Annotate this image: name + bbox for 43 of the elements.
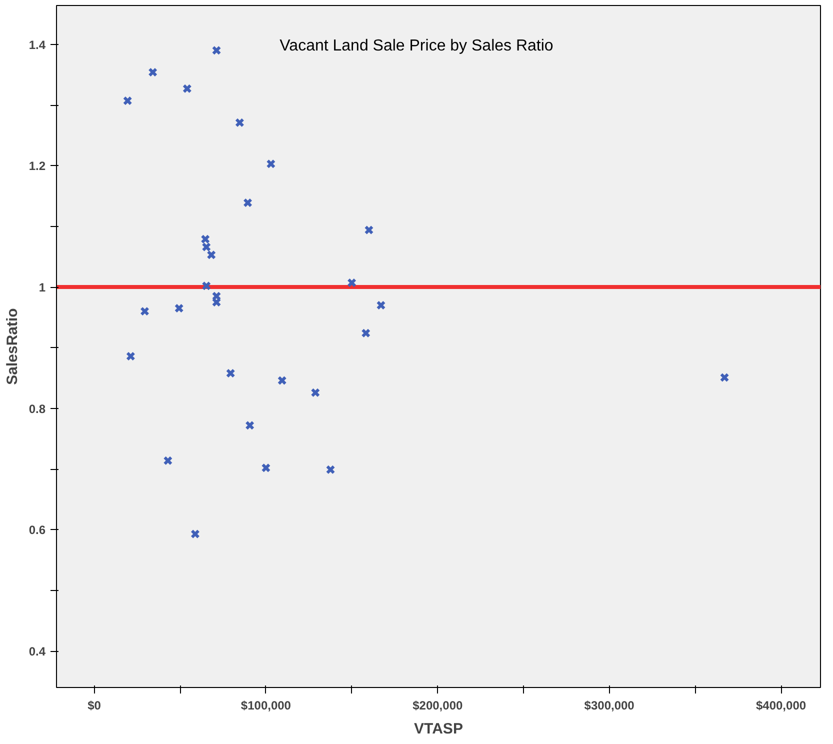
point xyxy=(140,306,150,316)
point xyxy=(226,368,236,378)
x-tick-label: $300,000 xyxy=(584,698,635,712)
point xyxy=(122,96,132,106)
x-tick-label: $200,000 xyxy=(412,698,463,712)
point xyxy=(212,291,222,301)
point xyxy=(202,242,212,252)
y-axis-title: SalesRatio xyxy=(4,308,21,385)
point xyxy=(261,463,271,473)
point xyxy=(200,234,210,244)
point xyxy=(277,376,287,386)
point xyxy=(126,352,136,361)
y-tick-label: 0.4 xyxy=(28,644,46,659)
point xyxy=(245,420,254,430)
x-tick-label: $0 xyxy=(88,698,102,712)
y-tick-label: 1 xyxy=(38,280,46,295)
point xyxy=(361,328,371,338)
point xyxy=(148,68,158,77)
text: Vacant Land Sale Price by Sales Ratio xyxy=(280,38,554,54)
point xyxy=(206,250,216,260)
point xyxy=(364,225,374,235)
y-tick-label: 0.6 xyxy=(28,523,46,538)
point xyxy=(163,456,173,466)
y-tick-label: 1.2 xyxy=(28,159,46,174)
point xyxy=(190,529,200,539)
y-tick-label: 1.4 xyxy=(28,38,46,52)
point xyxy=(326,464,336,474)
point xyxy=(347,278,356,288)
point xyxy=(182,84,192,94)
y-tick-label: 0.8 xyxy=(28,402,46,416)
point xyxy=(376,300,386,310)
point xyxy=(243,198,252,208)
x-tick-label: $100,000 xyxy=(240,698,292,712)
x-axis-title: VTASP xyxy=(414,720,463,738)
x-tick-label: $400,000 xyxy=(756,698,806,712)
point xyxy=(235,118,244,128)
point xyxy=(202,281,212,291)
point xyxy=(212,298,222,307)
point xyxy=(310,388,320,398)
point xyxy=(212,46,222,56)
point xyxy=(720,372,730,382)
point xyxy=(174,304,184,313)
point xyxy=(266,159,276,169)
